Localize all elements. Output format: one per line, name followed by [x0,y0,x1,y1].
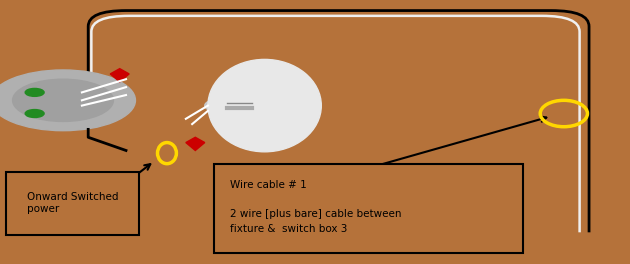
Polygon shape [186,137,205,150]
Polygon shape [110,69,129,82]
Circle shape [25,110,44,117]
FancyBboxPatch shape [6,172,139,235]
Circle shape [205,99,236,112]
Text: Wire cable # 1

2 wire [plus bare] cable between
fixture &  switch box 3: Wire cable # 1 2 wire [plus bare] cable … [230,180,401,234]
Circle shape [13,79,113,121]
FancyBboxPatch shape [214,164,523,253]
Circle shape [25,88,44,96]
Ellipse shape [208,59,321,152]
Text: Onward Switched
power: Onward Switched power [26,192,118,214]
Circle shape [0,70,135,131]
